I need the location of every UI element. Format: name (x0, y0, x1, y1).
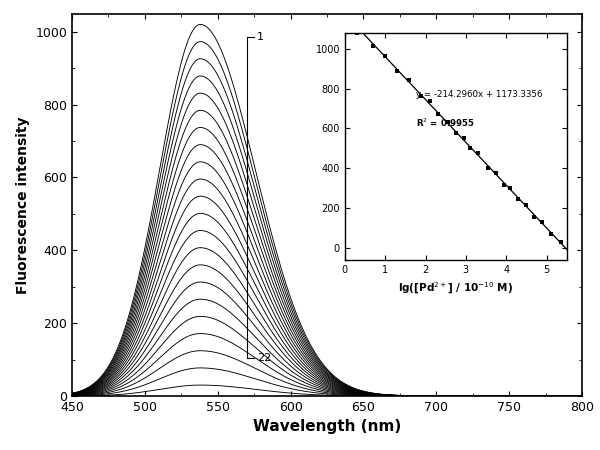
Y-axis label: Fluorescence intensity: Fluorescence intensity (16, 116, 30, 293)
Text: 22: 22 (257, 353, 271, 363)
Text: 1: 1 (257, 32, 264, 42)
X-axis label: Wavelength (nm): Wavelength (nm) (253, 419, 401, 434)
